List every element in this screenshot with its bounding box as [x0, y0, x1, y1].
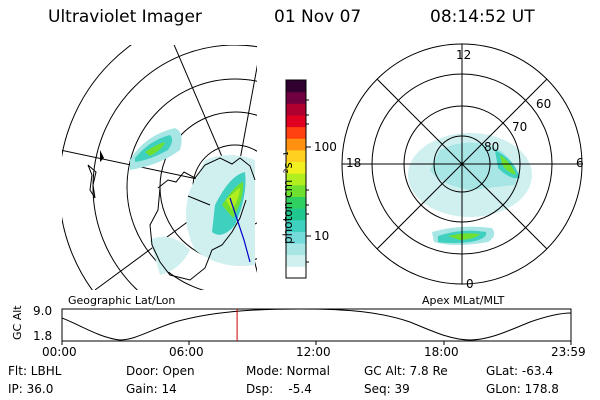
status-gc-alt: GC Alt: 7.8 Re: [364, 364, 448, 378]
mlt-label-12: 12: [456, 48, 472, 62]
status-dsp: Dsp: -5.4: [246, 382, 312, 396]
colorbar-stripe: [286, 266, 306, 279]
altitude-ylabel: GC Alt: [11, 305, 24, 340]
status-door: Door: Open: [126, 364, 195, 378]
altitude-plot: [61, 308, 572, 345]
colorbar-stripe: [286, 138, 306, 151]
altitude-ytick-min: 1.8: [33, 329, 53, 343]
colorbar-stripe: [286, 196, 306, 209]
altitude-xtick: 06:00: [169, 345, 204, 359]
mlt-label-0: 0: [466, 277, 474, 291]
mlt-label-6: 6: [576, 156, 584, 170]
time-label: 08:14:52 UT: [430, 7, 535, 27]
colorbar-stripe: [286, 254, 306, 267]
colorbar-unit-label: photon cm⁻²s⁻¹: [281, 151, 295, 244]
colorbar-stripe: [286, 219, 306, 232]
altitude-ytick-max: 9.0: [33, 304, 53, 318]
colorbar-stripe: [286, 149, 306, 163]
mlat-label-70: 70: [512, 120, 528, 134]
left-panel-caption: Geographic Lat/Lon: [68, 294, 176, 307]
colorbar-stripe: [286, 80, 306, 93]
right-panel-caption: Apex MLat/MLT: [422, 294, 505, 307]
status-seq: Seq: 39: [364, 382, 410, 396]
colorbar-stripe: [286, 243, 306, 256]
polar-plot: [341, 43, 583, 285]
mlat-label-60: 60: [536, 97, 552, 111]
status-mode: Mode: Normal: [246, 364, 330, 378]
altitude-xtick: 12:00: [296, 345, 331, 359]
mlat-label-80: 80: [484, 140, 500, 154]
colorbar-tick-10: 10: [314, 229, 330, 243]
color-scale-bar: [285, 79, 311, 279]
status-glon: GLon: 178.8: [486, 382, 559, 396]
app-title: Ultraviolet Imager: [48, 7, 202, 27]
colorbar-stripe: [286, 208, 306, 221]
altitude-xtick: 23:59: [551, 345, 586, 359]
geographic-map: [62, 45, 257, 290]
colorbar-stripe: [286, 161, 306, 174]
status-gain: Gain: 14: [126, 382, 177, 396]
colorbar-stripe: [286, 126, 306, 139]
colorbar-stripe: [286, 173, 306, 186]
mlt-label-18: 18: [346, 156, 362, 170]
status-filter: Flt: LBHL: [8, 364, 62, 378]
colorbar-stripe: [286, 103, 306, 116]
colorbar-stripe: [286, 91, 306, 104]
colorbar-stripe: [286, 231, 306, 244]
altitude-xtick: 00:00: [42, 345, 77, 359]
status-glat: GLat: -63.4: [486, 364, 553, 378]
date-label: 01 Nov 07: [274, 7, 362, 27]
colorbar-tick-100: 100: [314, 140, 337, 154]
colorbar-stripe: [286, 184, 306, 197]
altitude-xtick: 18:00: [424, 345, 459, 359]
colorbar-stripe: [286, 114, 306, 128]
status-ip: IP: 36.0: [8, 382, 54, 396]
